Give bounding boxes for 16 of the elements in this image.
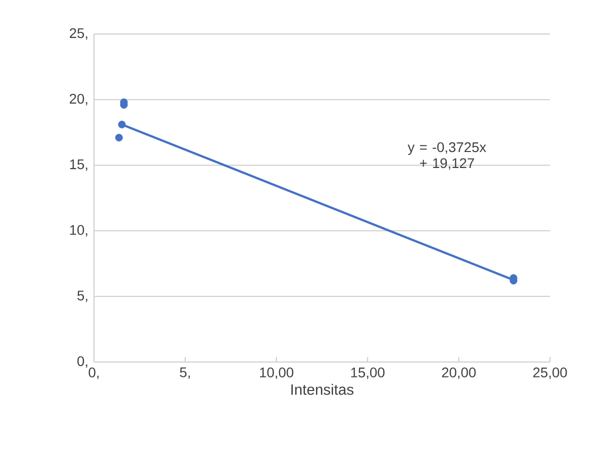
point <box>115 134 123 142</box>
point <box>118 120 126 128</box>
y-tick-label: 0, <box>77 356 88 368</box>
y-tick-label: 10, <box>70 225 88 237</box>
y-tick-label: 5, <box>77 290 88 302</box>
x-tick-label: 5, <box>180 368 190 379</box>
x-tick-label: 15,00 <box>351 368 385 380</box>
x-tick-label: 20,00 <box>442 368 476 380</box>
y-tick-label: 20, <box>70 94 88 106</box>
annotation: y = -0,3725x + 19,127 <box>408 142 486 170</box>
x-tick-label: 0, <box>88 368 99 380</box>
y-tick-label: 15, <box>70 160 88 171</box>
x-tick-label: 10,00 <box>260 368 294 380</box>
x-axis-title: Intensitas <box>291 384 354 395</box>
y-tick-label: 25, <box>70 28 88 40</box>
x-tick-label: 25,00 <box>533 368 567 380</box>
